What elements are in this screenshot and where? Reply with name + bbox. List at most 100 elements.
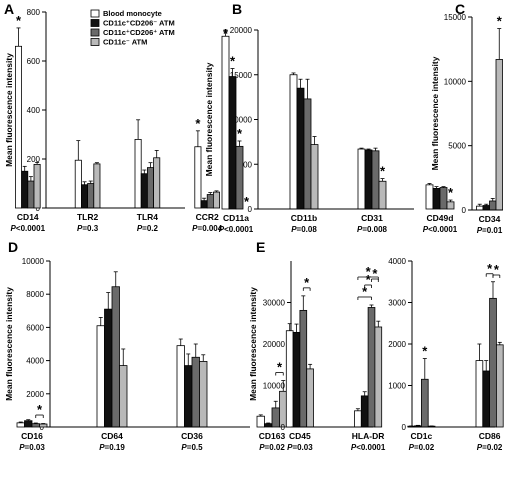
bar	[256, 415, 265, 428]
x-tick-label: TLR2	[77, 212, 99, 222]
p-value-label: P=0.3	[77, 224, 99, 233]
y-axis-label: Mean fluorescence intensity	[430, 56, 440, 170]
p-value-label: P<0.0001	[219, 225, 254, 234]
p-value-label: P<0.0001	[351, 443, 386, 452]
y-tick-label: 600	[27, 57, 41, 66]
y-tick-label: 400	[27, 106, 41, 115]
y-tick-label: 8000	[26, 290, 44, 299]
panel-c: C 0 5000 10000 15000 Mean fluorescence intens…	[430, 1, 503, 235]
bar	[289, 74, 298, 210]
y-tick-label: 10000	[263, 382, 286, 391]
y-tick-label: 2000	[26, 390, 44, 399]
bar	[482, 205, 490, 211]
significance-star: *	[16, 13, 22, 28]
y-tick-label: 0	[40, 423, 45, 432]
bar	[360, 395, 369, 428]
bar	[199, 361, 208, 428]
y-axis-label: Mean fluorescence intensity	[4, 53, 14, 167]
panel-b: B05000100001500020000Mean fluorescence i…	[204, 1, 458, 234]
bar	[31, 423, 40, 428]
bar	[111, 286, 120, 428]
x-tick-label: CD31	[361, 213, 383, 223]
bar	[495, 59, 503, 211]
bar	[489, 200, 497, 211]
bar	[194, 146, 202, 209]
x-tick-label: CD14	[17, 212, 39, 222]
p-value-label: P=0.08	[291, 225, 317, 234]
significance-star: *	[362, 284, 368, 299]
significance-star: *	[422, 344, 428, 359]
panel-letter: C	[455, 1, 465, 17]
panel-a: A 0 200 400 600 800 Mean fluorescence intensit…	[4, 1, 223, 233]
legend-label: Blood monocyte	[103, 9, 162, 18]
bar	[495, 344, 504, 428]
p-value-label: P=0.5	[181, 443, 203, 452]
x-tick-label: CD11b	[291, 213, 317, 223]
y-tick-label: 0	[281, 423, 286, 432]
y-axis-label: Mean fluorescence intensity	[204, 62, 214, 176]
bar	[104, 308, 113, 428]
p-value-label: P<0.0001	[423, 225, 458, 234]
y-tick-label: 20000	[263, 340, 286, 349]
y-tick-label: 10000	[444, 77, 467, 86]
panel-letter: B	[232, 1, 242, 17]
bar	[306, 368, 314, 428]
significance-star: *	[487, 261, 493, 276]
bar	[367, 307, 376, 428]
bar	[446, 201, 455, 210]
bar	[184, 365, 193, 428]
panel-letter: D	[8, 239, 18, 255]
bar	[285, 330, 294, 428]
x-tick-label: CD1c	[411, 431, 433, 441]
bar	[292, 331, 301, 428]
y-tick-label: 15000	[230, 71, 253, 80]
legend-swatch	[90, 9, 100, 18]
bar	[296, 87, 305, 210]
bar	[24, 420, 33, 428]
legend-label: CD11c⁻ ATM	[103, 38, 147, 47]
y-tick-label: 1000	[388, 382, 406, 391]
bar	[146, 167, 154, 209]
p-value-label: P=0.01	[477, 226, 503, 235]
p-value-label: P=0.02	[259, 443, 285, 452]
bar	[432, 188, 441, 210]
bar	[16, 422, 25, 428]
y-tick-label: 5000	[448, 142, 466, 151]
significance-star: *	[380, 164, 386, 179]
bar	[228, 76, 237, 210]
bar	[371, 150, 380, 210]
bar	[134, 138, 142, 209]
y-tick-label: 0	[462, 206, 467, 215]
bar	[27, 180, 35, 209]
p-value-label: P=0.02	[477, 443, 503, 452]
bar	[489, 297, 497, 428]
significance-star: *	[494, 262, 500, 277]
x-tick-label: CD45	[289, 431, 311, 441]
p-value-label: P=0.004	[192, 224, 223, 233]
y-tick-label: 4000	[26, 357, 44, 366]
panel-d: D 0 2000 4000 6000 8000 10000 Mean fluorescence…	[4, 239, 288, 452]
significance-star: *	[366, 264, 372, 279]
significance-star: *	[277, 360, 283, 375]
significance-star: *	[237, 126, 243, 141]
bar	[191, 356, 200, 428]
x-tick-label: CD11a	[223, 213, 249, 223]
y-tick-label: 30000	[263, 299, 286, 308]
bar	[303, 98, 312, 210]
bar	[39, 423, 48, 428]
y-tick-label: 800	[27, 8, 41, 17]
x-tick-label: CD86	[479, 431, 501, 441]
bar	[271, 407, 280, 428]
p-value-label: P=0.008	[357, 225, 388, 234]
bar	[476, 205, 484, 211]
y-tick-label: 4000	[388, 257, 406, 266]
y-tick-label: 0	[248, 205, 253, 214]
p-value-label: P=0.03	[287, 443, 313, 452]
bar	[299, 309, 308, 428]
panel-letter: E	[256, 239, 265, 255]
x-tick-label: CCR2	[196, 212, 219, 222]
bar	[96, 325, 105, 428]
significance-star: *	[497, 14, 503, 29]
bar	[482, 370, 490, 428]
